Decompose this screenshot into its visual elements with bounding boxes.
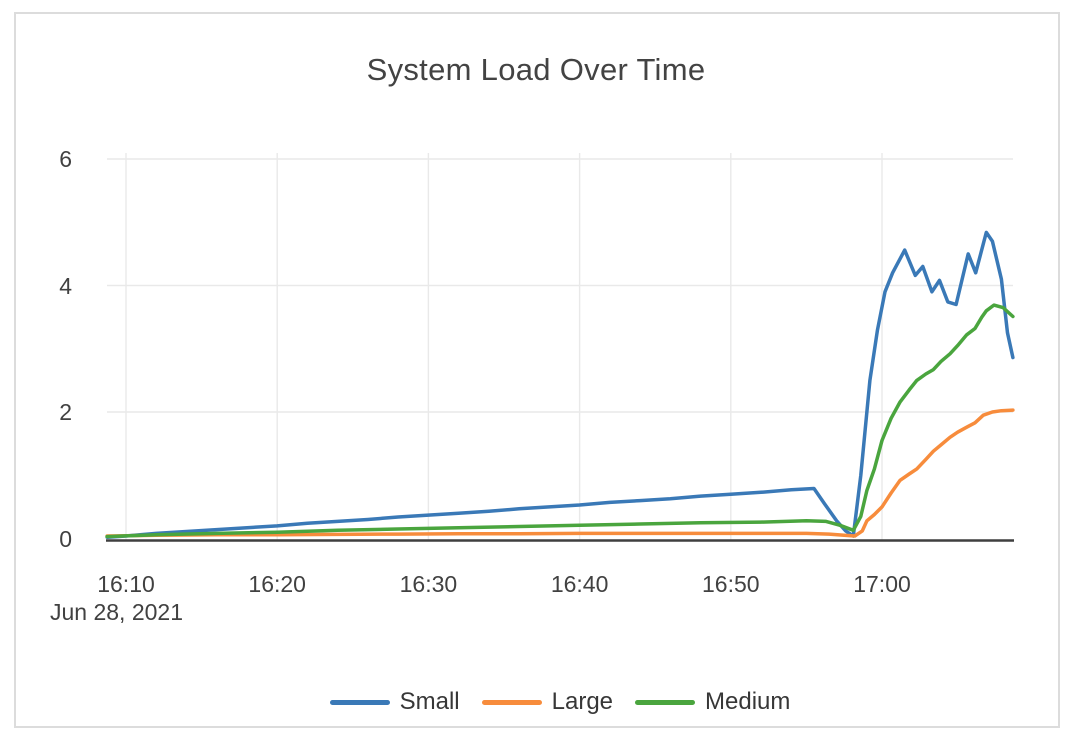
chart-legend: Small Large Medium	[107, 684, 1013, 720]
legend-label-large: Large	[551, 688, 614, 715]
x-tick-label-16:10: 16:10	[97, 571, 155, 597]
y-tick-label-4: 4	[59, 272, 72, 299]
x-axis-date-label: Jun 28, 2021	[50, 599, 184, 625]
legend-item-large[interactable]: Large	[481, 687, 614, 717]
legend-label-small: Small	[399, 688, 460, 715]
series-line-small	[105, 230, 1015, 539]
legend-line-swatch-large	[481, 699, 542, 705]
series-line-medium	[105, 303, 1015, 539]
legend-item-small[interactable]: Small	[329, 687, 460, 717]
x-tick-label-16:40: 16:40	[550, 571, 609, 597]
x-tick-label-16:30: 16:30	[399, 571, 458, 597]
legend-line-swatch-medium	[635, 699, 696, 705]
series-line-large	[105, 408, 1015, 538]
chart-title: System Load Over Time	[366, 52, 706, 87]
legend-label-medium: Medium	[705, 688, 791, 715]
x-tick-label-16:20: 16:20	[248, 571, 306, 597]
chart-card	[14, 12, 1060, 728]
x-tick-label-16:50: 16:50	[702, 571, 760, 597]
y-tick-label-0: 0	[59, 525, 72, 552]
x-tick-label-17:00: 17:00	[853, 571, 911, 597]
legend-item-medium[interactable]: Medium	[635, 687, 790, 717]
y-tick-label-2: 2	[59, 399, 72, 425]
y-tick-label-6: 6	[59, 146, 72, 172]
legend-line-swatch-small	[329, 699, 390, 705]
